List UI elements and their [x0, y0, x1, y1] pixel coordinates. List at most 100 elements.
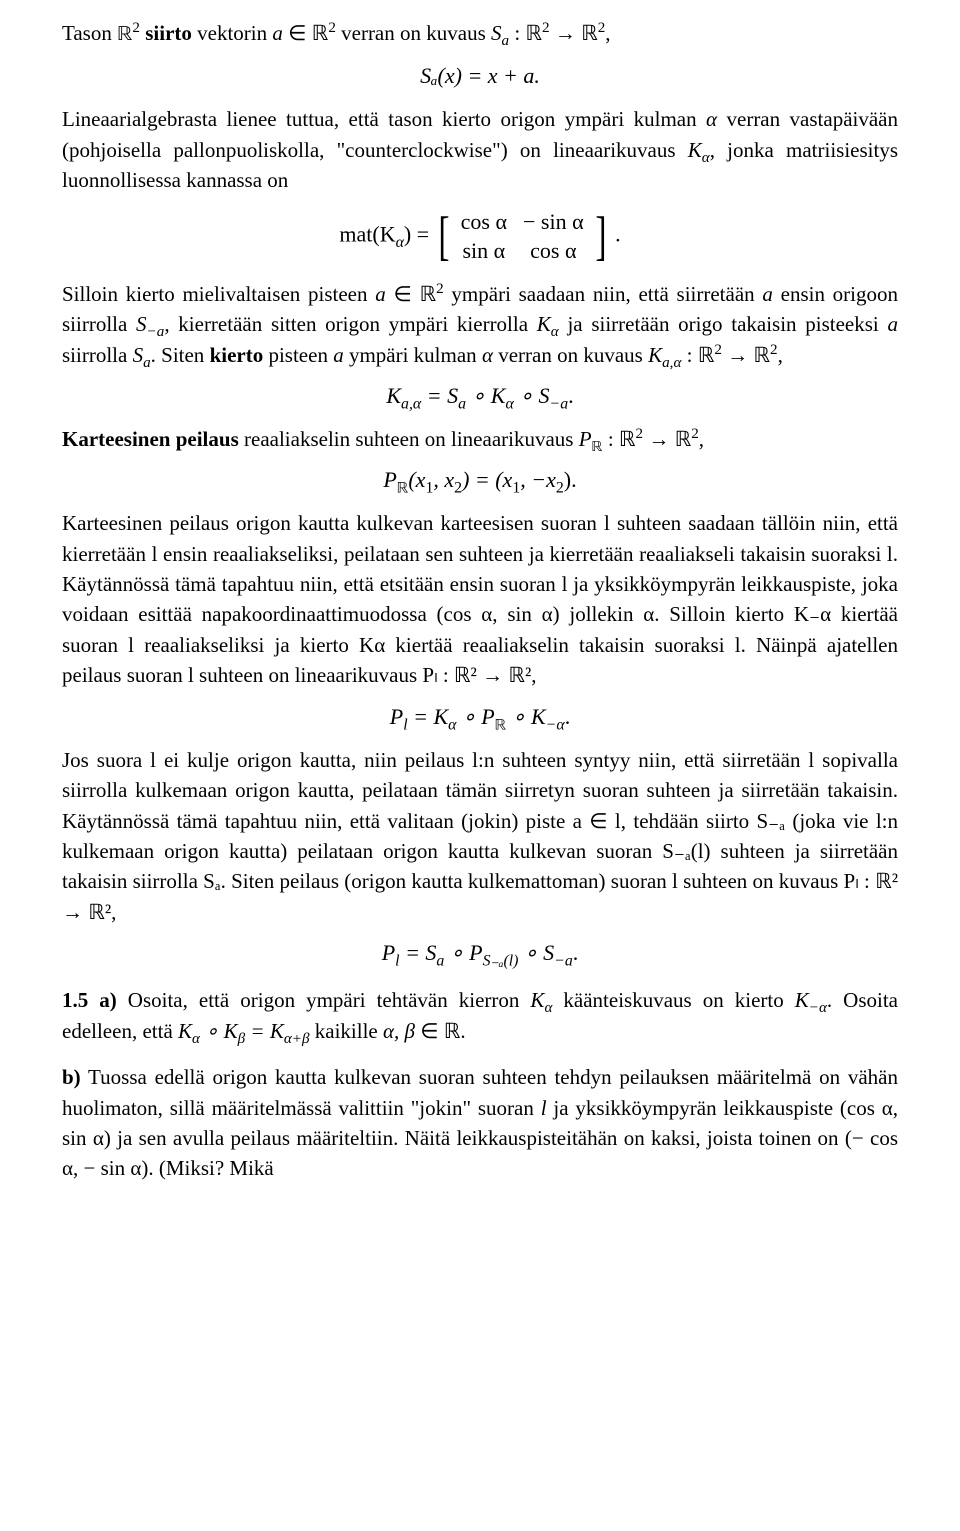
mat-lhs: mat(K	[339, 221, 395, 246]
text: : ℝ	[509, 21, 542, 45]
bold-kierto: kierto	[210, 343, 264, 367]
eq-Kaalpha: Ka,α = Sa ∘ Kα ∘ S−a.	[62, 380, 898, 412]
text: : ℝ	[603, 427, 636, 451]
para-peilaus-suora: Karteesinen peilaus origon kautta kulkev…	[62, 508, 898, 691]
sub: α	[505, 395, 513, 412]
alpha: α	[706, 107, 717, 131]
period: .	[615, 221, 621, 246]
text: (x	[408, 467, 425, 492]
label: b)	[62, 1065, 81, 1089]
sub: −a	[550, 395, 569, 412]
text: ∘ K	[466, 383, 505, 408]
eq-matrix: mat(Kα) = [ cos α sin α − sin α cos α ] …	[62, 206, 898, 267]
text: . Siten	[151, 343, 210, 367]
text: ja siirretään origo takaisin pisteeksi	[559, 312, 888, 336]
K: K	[530, 988, 544, 1012]
m22: cos α	[523, 237, 584, 265]
a: a	[333, 343, 344, 367]
period: .	[568, 383, 574, 408]
para-siirto: Tason ℝ2 siirto vektorin a ∈ ℝ2 verran o…	[62, 18, 898, 50]
text: käänteiskuvaus on kierto	[552, 988, 794, 1012]
sub: −α	[809, 1000, 827, 1016]
text: ) = (x	[462, 467, 512, 492]
var-S: S	[491, 21, 502, 45]
sub: −a	[554, 953, 573, 970]
bold-siirto: siirto	[145, 21, 192, 45]
text: , kierretään sitten origon ympäri kierro…	[164, 312, 536, 336]
m12: − sin α	[523, 208, 584, 236]
para-suora-ei-origo: Jos suora l ei kulje origon kautta, niin…	[62, 745, 898, 928]
S: S	[136, 312, 147, 336]
sup: 2	[691, 426, 699, 442]
sub: 2	[556, 480, 564, 497]
text: reaaliakselin suhteen on lineaarikuvaus	[239, 427, 579, 451]
text: ∈ ℝ.	[415, 1019, 466, 1043]
P: P	[382, 940, 395, 965]
text: vektorin	[192, 21, 272, 45]
P: P	[390, 704, 403, 729]
K: K	[688, 138, 702, 162]
K: K	[537, 312, 551, 336]
m21: sin α	[461, 237, 507, 265]
sub: α	[551, 324, 559, 340]
text: ∘ P	[444, 940, 482, 965]
text: = K	[408, 704, 449, 729]
text: ∘ S	[518, 940, 554, 965]
K: K	[795, 988, 809, 1012]
eq-Sa: Sₐ(x) = x + a.	[62, 60, 898, 92]
alpha: α	[482, 343, 493, 367]
ab: α, β	[383, 1019, 415, 1043]
a: a	[762, 282, 773, 306]
sub: 2	[454, 480, 462, 497]
sub-alpha: α	[396, 234, 404, 251]
rbracket: ]	[595, 214, 606, 258]
sup: 2	[770, 342, 778, 358]
m11: cos α	[461, 208, 507, 236]
para-linalg: Lineaarialgebrasta lienee tuttua, että t…	[62, 104, 898, 195]
S: S	[133, 343, 144, 367]
eq-Pl: Pl = Kα ∘ Pℝ ∘ K−α.	[62, 701, 898, 733]
eq: = S	[421, 383, 458, 408]
text: ympäri saadaan niin, että siirretään	[444, 282, 763, 306]
text: → ℝ	[643, 427, 691, 451]
text: ,	[605, 21, 610, 45]
sub: −a	[147, 324, 165, 340]
text: Tason	[62, 21, 117, 45]
para-kierto: Silloin kierto mielivaltaisen pisteen a …	[62, 279, 898, 370]
eq-PR: Pℝ(x1, x2) = (x1, −x2).	[62, 464, 898, 496]
text: Silloin kierto mielivaltaisen pisteen	[62, 282, 375, 306]
period: .	[573, 940, 579, 965]
K: K	[648, 343, 662, 367]
text: verran on kuvaus	[336, 21, 491, 45]
sup: 2	[636, 426, 644, 442]
sup: 2	[714, 342, 722, 358]
K: K	[386, 383, 401, 408]
lbracket: [	[438, 214, 449, 258]
text: ∈ ℝ	[283, 21, 328, 45]
R: ℝ	[117, 24, 132, 45]
text: Osoita, että origon ympäri tehtävän kier…	[117, 988, 531, 1012]
text: = K	[245, 1019, 284, 1043]
P: P	[579, 427, 592, 451]
a: a	[887, 312, 898, 336]
sub: ℝ	[495, 717, 507, 733]
sub-R: ℝ	[592, 439, 603, 455]
sup: 2	[328, 20, 336, 36]
text: ∘ P	[456, 704, 494, 729]
text: ∈ ℝ	[386, 282, 436, 306]
a: a	[375, 282, 386, 306]
sub: α	[192, 1031, 200, 1047]
sup: 2	[436, 281, 444, 297]
text: ∘ K	[200, 1019, 238, 1043]
sup: 2	[542, 20, 550, 36]
text: , x	[433, 467, 454, 492]
P: P	[383, 467, 396, 492]
sub: −α	[546, 716, 565, 733]
text: ).	[564, 467, 577, 492]
text: : ℝ	[681, 343, 714, 367]
period: .	[565, 704, 571, 729]
sub: α+β	[284, 1031, 310, 1047]
text: , −x	[520, 467, 556, 492]
text: ∘ K	[506, 704, 545, 729]
exercise-1-5-a: 1.5 a) Osoita, että origon ympäri tehtäv…	[62, 985, 898, 1046]
